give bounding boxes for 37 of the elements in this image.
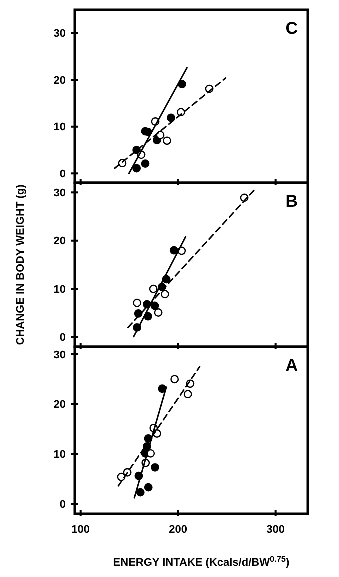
point xyxy=(132,164,142,173)
y-tick-label: 0 xyxy=(60,498,66,511)
point xyxy=(133,298,142,308)
point xyxy=(151,463,160,472)
x-tick-label: 300 xyxy=(266,524,286,536)
point xyxy=(170,375,180,384)
point xyxy=(144,483,153,492)
point xyxy=(184,390,192,399)
point xyxy=(141,160,150,168)
y-tick-label: 10 xyxy=(54,284,66,296)
y-tick-label: 30 xyxy=(54,187,66,200)
point xyxy=(149,284,158,294)
y-tick-label: 20 xyxy=(54,399,66,412)
y-tick-label: 30 xyxy=(54,349,66,362)
annotation: A xyxy=(286,356,298,375)
point xyxy=(160,290,170,299)
y-axis-title: CHANGE IN BODY WEIGHT (g) xyxy=(15,184,27,346)
y-tick-label: 30 xyxy=(54,28,66,40)
point xyxy=(178,80,186,89)
point xyxy=(154,308,163,317)
y-tick-label: 10 xyxy=(54,122,66,134)
y-tick-label: 0 xyxy=(60,332,66,344)
y-tick-label: 20 xyxy=(54,236,66,248)
point xyxy=(136,488,145,497)
x-tick-label: 200 xyxy=(169,524,188,536)
point xyxy=(156,131,165,140)
x-axis-title: ENERGY INTAKE (Kcals/d/BW$^{0.75}$) xyxy=(113,554,290,569)
annotation: C xyxy=(286,19,298,38)
x-tick-label: 100 xyxy=(72,524,90,536)
annotation: B xyxy=(286,192,298,211)
y-tick-label: 0 xyxy=(60,168,66,180)
point xyxy=(170,246,178,255)
point xyxy=(163,136,172,146)
point xyxy=(167,114,176,122)
y-tick-label: 20 xyxy=(54,74,66,87)
y-tick-label: 10 xyxy=(54,449,66,462)
point xyxy=(150,302,160,310)
